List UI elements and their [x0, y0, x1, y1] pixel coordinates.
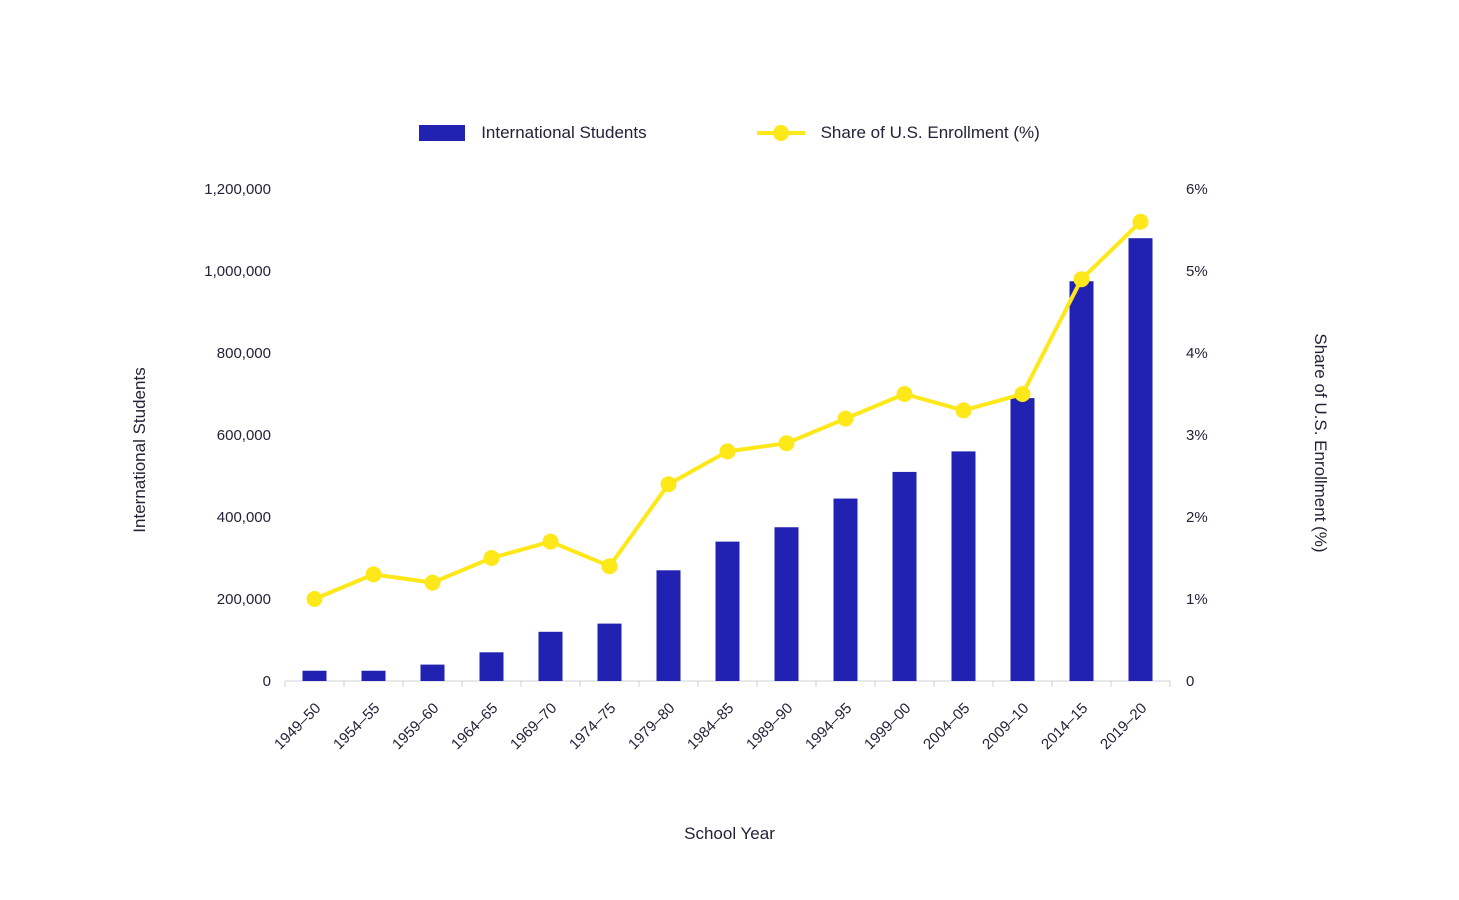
share-point [424, 574, 441, 591]
share-point [955, 402, 972, 419]
bar [597, 623, 622, 681]
bar [715, 541, 740, 681]
right-axis-tick-label: 6% [1186, 181, 1208, 198]
bar [656, 570, 681, 681]
left-axis-tick-label: 0 [263, 673, 271, 690]
bar [1069, 281, 1094, 681]
share-point [778, 435, 795, 452]
right-axis-tick-label: 0 [1186, 673, 1194, 690]
legend-item-share-enrollment[interactable]: Share of U.S. Enrollment (%) [756, 123, 1040, 143]
left-axis-tick-label: 1,200,000 [204, 181, 271, 198]
bar [1128, 238, 1153, 681]
left-axis-tick-label: 400,000 [217, 509, 271, 526]
share-point [601, 558, 618, 575]
x-axis-category-label: 1969–70 [507, 700, 560, 753]
share-point [1132, 213, 1149, 230]
legend: International Students Share of U.S. Enr… [0, 118, 1459, 148]
right-axis-tick-label: 1% [1186, 591, 1208, 608]
share-point [1073, 271, 1090, 288]
share-point [1014, 386, 1031, 402]
line-dot-icon [772, 125, 789, 141]
x-axis-category-label: 1959–60 [389, 700, 442, 753]
x-axis-category-label: 1954–55 [330, 700, 383, 753]
x-axis-category-label: 1979–80 [625, 700, 678, 753]
x-axis-category-label: 1999–00 [861, 700, 914, 753]
right-axis-tick-label: 3% [1186, 427, 1208, 444]
share-point [660, 476, 677, 493]
right-axis-tick-label: 2% [1186, 509, 1208, 526]
x-axis-category-label: 1994–95 [802, 700, 855, 753]
left-axis-tick-label: 1,000,000 [204, 263, 271, 280]
bar [302, 670, 327, 681]
left-axis-tick-label: 800,000 [217, 345, 271, 362]
legend-item-international-students[interactable]: International Students [419, 123, 647, 143]
share-point [719, 443, 736, 460]
x-axis-title: School Year [684, 824, 775, 843]
bar-swatch-icon [419, 125, 466, 141]
share-point [896, 386, 913, 402]
legend-label-share-enrollment: Share of U.S. Enrollment (%) [820, 123, 1040, 142]
share-point [365, 566, 382, 583]
share-point [837, 410, 854, 427]
right-axis-tick-label: 4% [1186, 345, 1208, 362]
share-point [483, 550, 500, 566]
x-axis-category-label: 2014–15 [1038, 700, 1091, 753]
bar [479, 652, 504, 681]
bar [1010, 398, 1035, 681]
x-axis-category-label: 1984–85 [684, 700, 737, 753]
right-axis-tick-label: 5% [1186, 263, 1208, 280]
left-axis-tick-label: 200,000 [217, 591, 271, 608]
legend-label-international-students: International Students [481, 123, 647, 142]
right-axis-title: Share of U.S. Enrollment (%) [1311, 333, 1330, 553]
bar [774, 527, 799, 681]
x-axis-category-label: 1949–50 [271, 700, 324, 753]
left-axis-title: International Students [130, 367, 149, 533]
left-axis-tick-label: 600,000 [217, 427, 271, 444]
x-axis-category-label: 1964–65 [448, 700, 501, 753]
share-point [306, 591, 323, 607]
bar [833, 498, 858, 681]
x-axis-category-label: 1974–75 [566, 700, 619, 753]
share-point [542, 533, 559, 550]
bar [538, 631, 563, 681]
x-axis-category-label: 1989–90 [743, 700, 796, 753]
x-axis-category-label: 2009–10 [979, 700, 1032, 753]
line-swatch-icon [756, 125, 805, 141]
x-axis-category-label: 2019–20 [1097, 700, 1150, 753]
bar [361, 670, 386, 681]
bar [892, 471, 917, 681]
bar [420, 664, 445, 681]
x-axis-category-label: 2004–05 [920, 700, 973, 753]
bar [951, 451, 976, 681]
